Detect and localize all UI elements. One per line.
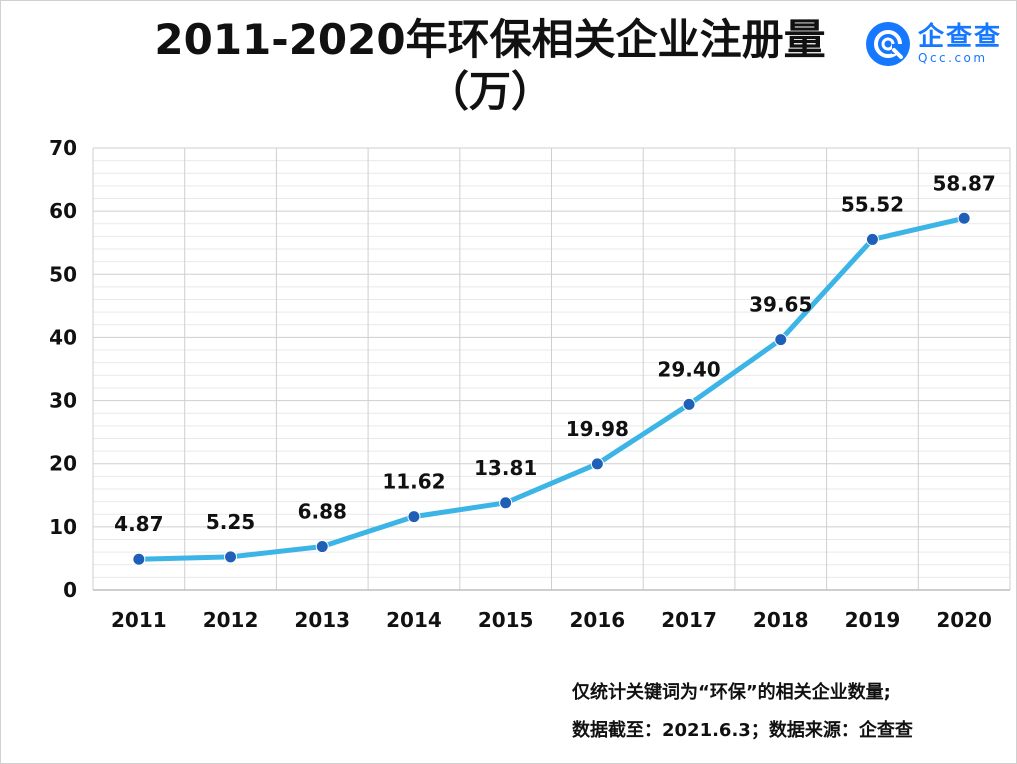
y-tick-label: 50 xyxy=(49,262,77,286)
data-point xyxy=(407,510,421,524)
logo-name: 企查查 xyxy=(918,22,1003,52)
x-tick-label: 2018 xyxy=(753,608,809,632)
data-point xyxy=(499,496,513,510)
qcc-logo-icon xyxy=(866,22,910,66)
x-tick-label: 2015 xyxy=(478,608,534,632)
x-tick-label: 2019 xyxy=(845,608,901,632)
data-label: 4.87 xyxy=(114,512,163,536)
data-label: 13.81 xyxy=(474,456,537,480)
data-point xyxy=(224,550,238,564)
footnote-scope: 仅统计关键词为“环保”的相关企业数量; xyxy=(572,682,891,703)
data-label: 55.52 xyxy=(841,192,904,216)
data-point xyxy=(957,211,971,225)
data-label: 58.87 xyxy=(933,171,996,195)
y-tick-label: 10 xyxy=(49,515,77,539)
chart-title: 2011-2020年环保相关企业注册量 （万） xyxy=(110,14,870,118)
y-tick-label: 20 xyxy=(49,452,77,476)
data-label: 11.62 xyxy=(382,470,445,494)
data-point xyxy=(132,552,146,566)
chart-title-line2: （万） xyxy=(426,67,553,116)
brand-logo: 企查查 Qcc.com xyxy=(866,22,1002,66)
y-tick-label: 30 xyxy=(49,389,77,413)
data-label: 6.88 xyxy=(298,500,347,524)
data-point xyxy=(682,397,696,411)
data-point xyxy=(590,457,604,471)
x-tick-label: 2017 xyxy=(661,608,717,632)
y-axis: 0 10 20 30 40 50 60 70 xyxy=(49,136,77,602)
data-label: 5.25 xyxy=(206,510,255,534)
data-label: 19.98 xyxy=(566,417,629,441)
x-tick-label: 2020 xyxy=(936,608,992,632)
chart-series xyxy=(132,211,971,566)
y-tick-label: 0 xyxy=(63,578,77,602)
data-label: 29.40 xyxy=(657,357,720,381)
data-point xyxy=(315,540,329,554)
x-axis: 2011 2012 2013 2014 2015 2016 2017 2018 2019 2020 xyxy=(111,608,992,632)
chart-grid xyxy=(92,147,1011,591)
data-label: 39.65 xyxy=(749,293,812,317)
x-tick-label: 2013 xyxy=(294,608,350,632)
series-line xyxy=(136,215,967,562)
x-tick-label: 2012 xyxy=(203,608,259,632)
x-tick-label: 2016 xyxy=(570,608,626,632)
y-tick-label: 70 xyxy=(49,136,77,160)
y-tick-label: 60 xyxy=(49,199,77,223)
data-labels: 4.87 5.25 6.88 11.62 13.81 19.98 29.40 39.65 55.… xyxy=(114,171,996,536)
footnote-source: 数据截至：2021.6.3；数据来源：企查查 xyxy=(572,720,913,741)
data-point xyxy=(774,333,788,347)
x-tick-label: 2011 xyxy=(111,608,167,632)
data-point xyxy=(865,232,879,246)
chart-title-line1: 2011-2020年环保相关企业注册量 xyxy=(154,15,826,64)
y-tick-label: 40 xyxy=(49,325,77,349)
x-tick-label: 2014 xyxy=(386,608,442,632)
logo-domain: Qcc.com xyxy=(918,51,988,65)
